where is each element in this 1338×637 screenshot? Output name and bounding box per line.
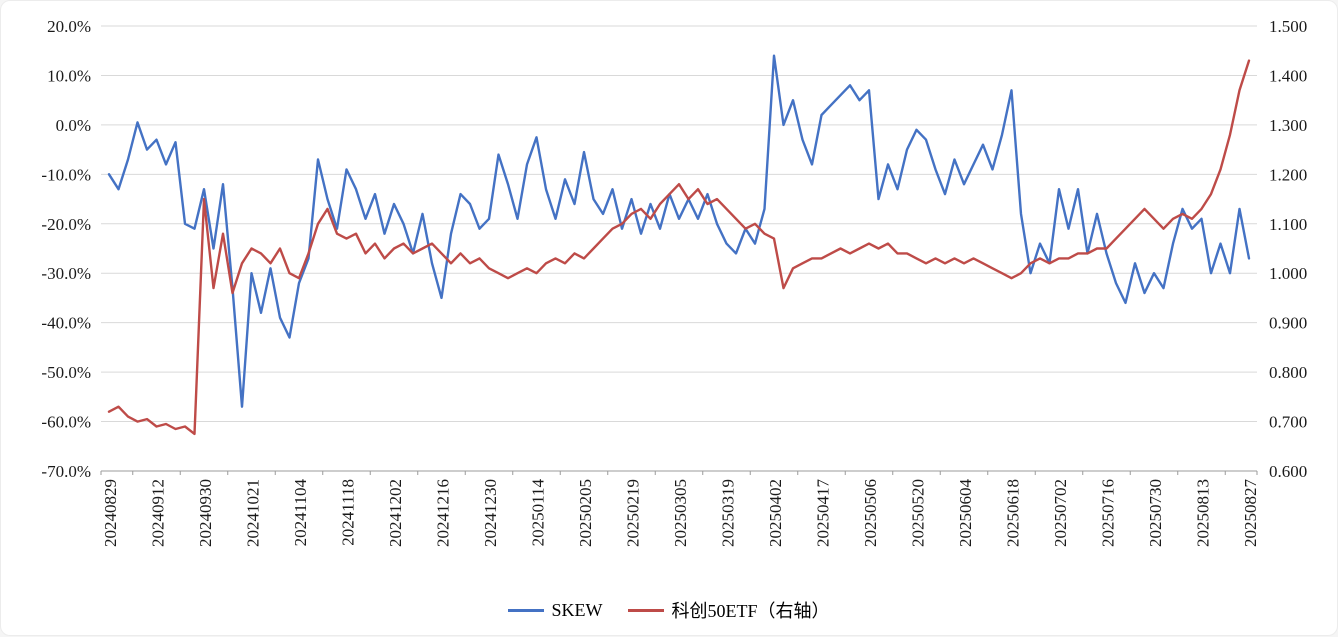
x-axis-tick-label: 20250618 <box>1004 479 1023 547</box>
right-axis-tick-label: 1.500 <box>1269 17 1307 36</box>
legend: SKEW 科创50ETF（右轴） <box>1 597 1337 623</box>
right-axis-tick-label: 1.000 <box>1269 264 1307 283</box>
x-axis-tick-label: 20241104 <box>291 479 310 547</box>
right-axis-tick-label: 0.700 <box>1269 413 1307 432</box>
x-axis-tick-label: 20250702 <box>1051 479 1070 547</box>
left-axis-tick-label: 10.0% <box>47 66 91 85</box>
x-axis-tick-label: 20250827 <box>1241 479 1260 548</box>
right-axis-tick-label: 1.100 <box>1269 215 1307 234</box>
x-axis-tick-label: 20250205 <box>576 479 595 547</box>
legend-item-skew: SKEW <box>508 600 602 621</box>
skew-line-swatch <box>508 608 545 612</box>
etf-line-swatch <box>628 608 665 612</box>
x-axis-tick-label: 20250417 <box>814 479 833 548</box>
x-axis-tick-label: 20250506 <box>861 479 880 547</box>
legend-item-etf: 科创50ETF（右轴） <box>628 597 830 623</box>
x-axis-ticks <box>100 471 1258 475</box>
left-axis-tick-label: 0.0% <box>56 116 91 135</box>
x-axis-tick-label: 20250402 <box>766 479 785 547</box>
right-axis-tick-label: 1.400 <box>1269 66 1307 85</box>
legend-label-skew: SKEW <box>551 599 603 620</box>
etf-line-series <box>107 59 1251 436</box>
left-axis-labels: 20.0% 10.0% 0.0% -10.0% -20.0% -30.0% -40.0% -5… <box>41 17 91 481</box>
right-axis-tick-label: 1.300 <box>1269 116 1307 135</box>
right-axis-tick-label: 0.600 <box>1269 462 1307 481</box>
x-axis-tick-label: 20240912 <box>149 479 168 547</box>
x-axis-tick-label: 20250813 <box>1194 479 1213 547</box>
left-axis-tick-label: -20.0% <box>41 215 91 234</box>
gridlines <box>101 25 1257 423</box>
left-axis-tick-label: -70.0% <box>41 462 91 481</box>
left-axis-tick-label: -50.0% <box>41 363 91 382</box>
right-axis-tick-label: 0.800 <box>1269 363 1307 382</box>
x-axis-tick-label: 20241118 <box>339 479 358 546</box>
x-axis-tick-label: 20241230 <box>481 479 500 547</box>
x-axis-tick-label: 20250520 <box>909 479 928 547</box>
x-axis-tick-label: 20250219 <box>624 479 643 547</box>
x-axis-tick-label: 20241202 <box>386 479 405 547</box>
x-axis-tick-label: 20250319 <box>719 479 738 547</box>
right-axis-labels: 1.500 1.400 1.300 1.200 1.100 1.000 0.900 0.800… <box>1269 17 1307 481</box>
x-axis-tick-label: 20240829 <box>101 479 120 547</box>
x-axis-tick-label: 20250114 <box>529 479 548 547</box>
left-axis-tick-label: -10.0% <box>41 165 91 184</box>
legend-label-etf: 科创50ETF（右轴） <box>671 601 830 621</box>
x-axis-tick-label: 20240930 <box>196 479 215 547</box>
x-axis-labels: 20240829 20240912 20240930 20241021 20241104… <box>101 479 1260 548</box>
x-axis-tick-label: 20250305 <box>671 479 690 547</box>
skew-line-series <box>107 54 1251 408</box>
x-axis-tick-label: 20250730 <box>1146 479 1165 547</box>
right-axis-tick-label: 1.200 <box>1269 165 1307 184</box>
left-axis-tick-label: -30.0% <box>41 264 91 283</box>
x-axis-tick-label: 20250604 <box>956 479 975 548</box>
left-axis-tick-label: 20.0% <box>47 17 91 36</box>
x-axis-tick-label: 20241216 <box>434 479 453 547</box>
x-axis-tick-label: 20241021 <box>244 479 263 547</box>
right-axis-tick-label: 0.900 <box>1269 314 1307 333</box>
left-axis-tick-label: -60.0% <box>41 413 91 432</box>
left-axis-tick-label: -40.0% <box>41 314 91 333</box>
x-axis-tick-label: 20250716 <box>1099 479 1118 547</box>
